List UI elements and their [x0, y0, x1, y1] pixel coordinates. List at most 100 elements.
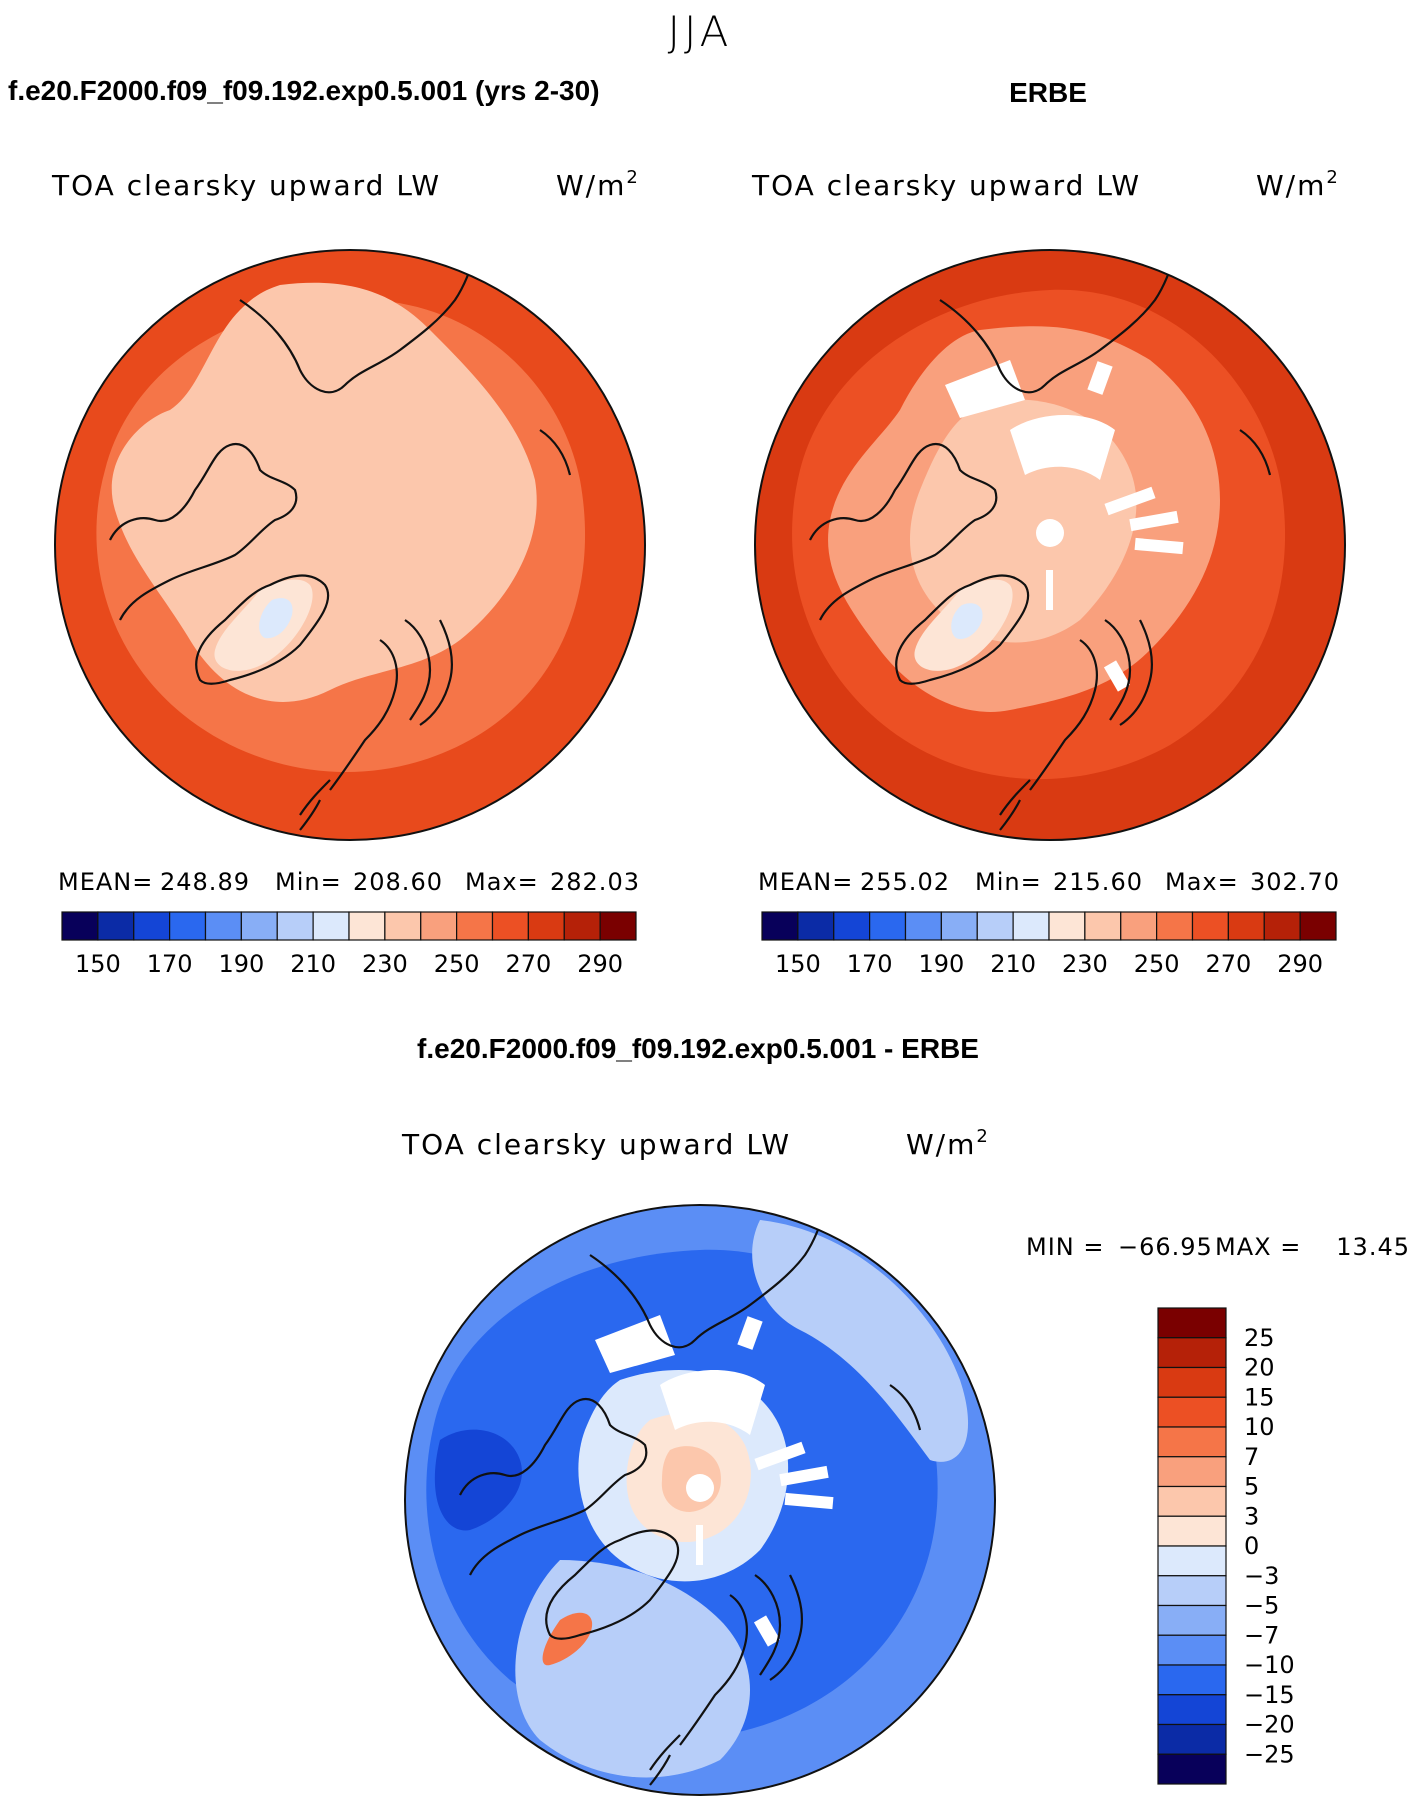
colorbar-tick-label: 290: [577, 950, 623, 978]
colorbar-swatch: [1120, 911, 1158, 941]
colorbar-tick-label: 230: [362, 950, 408, 978]
colorbar-swatch: [1157, 1604, 1227, 1636]
panel-model-title: f.e20.F2000.f09_f09.192.exp0.5.001 (yrs …: [8, 75, 600, 106]
colorbar-swatch: [833, 911, 871, 941]
colorbar-model: [61, 911, 637, 941]
colorbar-swatch: [1227, 911, 1265, 941]
panel-obs-units: W/m2: [1256, 167, 1340, 202]
colorbar-tick-label: 15: [1244, 1383, 1275, 1411]
stats-min-value: 208.60: [353, 868, 443, 896]
panel-model-variable: TOA clearsky upward LW: [51, 169, 441, 202]
colorbar-swatch: [976, 911, 1014, 941]
stats-min-value: −66.95: [1118, 1233, 1213, 1261]
stats-mean-label: MEAN=: [58, 868, 153, 896]
colorbar-swatch: [761, 911, 799, 941]
colorbar-tick-label: 250: [434, 950, 480, 978]
panel-obs: ERBE TOA clearsky upward LW W/m2: [751, 77, 1346, 978]
colorbar-swatch: [1048, 911, 1086, 941]
colorbar-swatch: [491, 911, 529, 941]
colorbar-tick-label: −7: [1244, 1621, 1279, 1649]
colorbar-tick-label: 210: [990, 950, 1036, 978]
map-field-dark-w: [434, 1429, 522, 1531]
colorbar-swatch: [527, 911, 565, 941]
colorbar-swatch: [563, 911, 601, 941]
panel-model-units: W/m2: [556, 167, 640, 202]
colorbar-tick-label: 230: [1062, 950, 1108, 978]
colorbar-tick-label: 150: [75, 950, 121, 978]
colorbar-tick-label: −20: [1244, 1711, 1295, 1739]
colorbar-tick-label: 170: [847, 950, 893, 978]
season-title: JJA: [668, 7, 733, 56]
map-field-icecap: [951, 603, 983, 640]
stats-model: MEAN= 248.89 Min= 208.60 Max= 282.03: [58, 868, 639, 896]
colorbar-tick-label: 290: [1277, 950, 1323, 978]
colorbar-swatch: [276, 911, 314, 941]
colorbar-swatch: [1157, 1575, 1227, 1607]
colorbar-swatch: [348, 911, 386, 941]
map-border-model: [54, 249, 646, 841]
colorbar-swatch: [1157, 1307, 1227, 1339]
colorbar-tick-label: −10: [1244, 1651, 1295, 1679]
colorbar-swatch: [1157, 1634, 1227, 1666]
colorbar-swatch: [240, 911, 278, 941]
colorbar-tick-label: 170: [147, 950, 193, 978]
colorbar-swatch: [1157, 1723, 1227, 1755]
polar-map-model: [55, 250, 645, 840]
stats-obs: MEAN= 255.02 Min= 215.60 Max= 302.70: [758, 868, 1340, 896]
colorbar-swatch: [420, 911, 458, 941]
colorbar-swatch: [1157, 1456, 1227, 1488]
colorbar-swatch: [456, 911, 494, 941]
colorbar-tick-label: 190: [918, 950, 964, 978]
polar-map-obs: [755, 250, 1345, 840]
colorbar-swatch: [1299, 911, 1337, 941]
colorbar-swatch: [1157, 1366, 1227, 1398]
colorbar-obs-ticks: 150 170 190 210 230 250 270 290: [775, 950, 1323, 978]
panel-diff: f.e20.F2000.f09_f09.192.exp0.5.001 - ERB…: [401, 1033, 1409, 1796]
stats-max-value: 302.70: [1250, 868, 1340, 896]
colorbar-swatch: [169, 911, 207, 941]
stats-max-label: MAX =: [1215, 1233, 1301, 1261]
colorbar-swatch: [1157, 1515, 1227, 1547]
panel-model: f.e20.F2000.f09_f09.192.exp0.5.001 (yrs …: [8, 75, 646, 978]
colorbar-swatch: [1157, 1426, 1227, 1458]
colorbar-swatch: [97, 911, 135, 941]
stats-min-value: 215.60: [1053, 868, 1143, 896]
map-field-light-ne: [752, 1220, 969, 1462]
coastlines-diff: [459, 1209, 922, 1786]
missing-data-gaps: [595, 1315, 834, 1647]
colorbar-swatch: [1157, 1485, 1227, 1517]
colorbar-swatch: [869, 911, 907, 941]
panel-obs-variable: TOA clearsky upward LW: [751, 169, 1141, 202]
colorbar-swatch: [1157, 1545, 1227, 1577]
stats-max-label: Max=: [1165, 868, 1239, 896]
colorbar-tick-label: 5: [1244, 1473, 1259, 1501]
map-field-land: [111, 282, 537, 702]
colorbar-swatch: [904, 911, 942, 941]
colorbar-tick-label: 270: [1205, 950, 1251, 978]
colorbar-tick-label: 25: [1244, 1324, 1275, 1352]
colorbar-swatch: [599, 911, 637, 941]
colorbar-tick-label: −3: [1244, 1562, 1279, 1590]
colorbar-obs: [761, 911, 1337, 941]
stats-mean-value: 255.02: [860, 868, 950, 896]
colorbar-tick-label: 7: [1244, 1443, 1259, 1471]
colorbar-swatch: [797, 911, 835, 941]
colorbar-tick-label: 250: [1134, 950, 1180, 978]
missing-data-gaps: [945, 360, 1184, 692]
map-border-obs: [754, 249, 1346, 841]
stats-diff: MIN = −66.95 MAX = 13.45: [1026, 1233, 1409, 1261]
colorbar-swatch: [1157, 1664, 1227, 1696]
colorbar-tick-label: 0: [1244, 1532, 1259, 1560]
colorbar-tick-label: 270: [505, 950, 551, 978]
colorbar-swatch: [1157, 1694, 1227, 1726]
colorbar-tick-label: 20: [1244, 1354, 1275, 1382]
colorbar-swatch: [133, 911, 171, 941]
colorbar-swatch: [1084, 911, 1122, 941]
colorbar-tick-label: 10: [1244, 1413, 1275, 1441]
panel-diff-variable: TOA clearsky upward LW: [401, 1128, 791, 1161]
colorbar-tick-label: −25: [1244, 1740, 1295, 1768]
colorbar-tick-label: −15: [1244, 1681, 1295, 1709]
colorbar-swatch: [61, 911, 99, 941]
